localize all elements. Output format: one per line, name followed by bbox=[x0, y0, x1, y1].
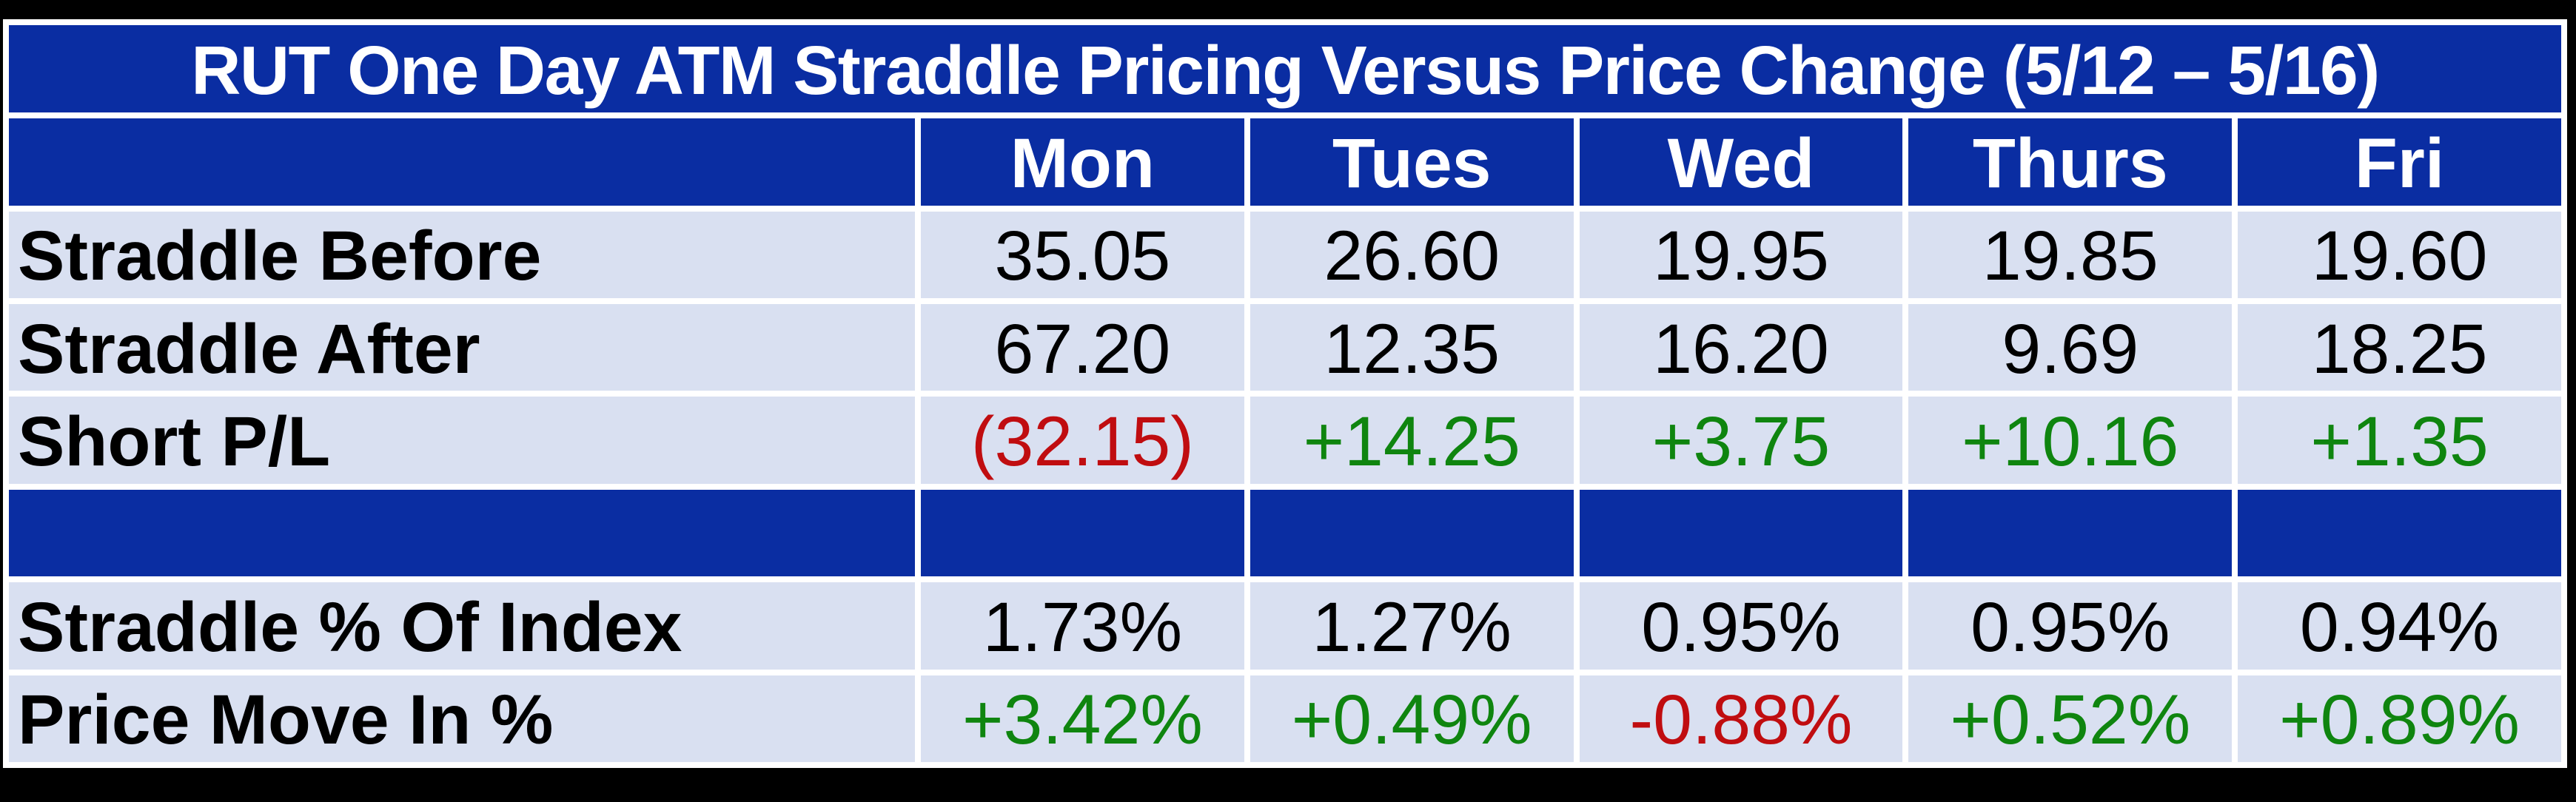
column-header-thurs: Thurs bbox=[1908, 118, 2233, 206]
value-cell: 19.60 bbox=[2238, 211, 2561, 299]
value-cell: 26.60 bbox=[1250, 211, 1574, 299]
value-cell: 12.35 bbox=[1250, 304, 1574, 391]
row-price-move-in-pct: Price Move In % +3.42% +0.49% -0.88% +0.… bbox=[9, 675, 2561, 762]
value-cell: -0.88% bbox=[1579, 675, 1903, 762]
spacer-cell bbox=[1250, 489, 1574, 577]
value-cell: +3.75 bbox=[1579, 397, 1903, 484]
row-short-pl: Short P/L (32.15) +14.25 +3.75 +10.16 +1… bbox=[9, 397, 2561, 484]
value-cell: 35.05 bbox=[921, 211, 1244, 299]
value-cell: 0.94% bbox=[2238, 582, 2561, 670]
row-label: Price Move In % bbox=[9, 675, 915, 762]
value-cell: +0.49% bbox=[1250, 675, 1574, 762]
row-label: Straddle Before bbox=[9, 211, 915, 299]
value-cell: +3.42% bbox=[921, 675, 1244, 762]
spacer-cell bbox=[921, 489, 1244, 577]
title-row: RUT One Day ATM Straddle Pricing Versus … bbox=[9, 25, 2561, 113]
column-header-fri: Fri bbox=[2238, 118, 2561, 206]
row-label: Straddle After bbox=[9, 304, 915, 391]
column-header-wed: Wed bbox=[1579, 118, 1903, 206]
straddle-table: RUT One Day ATM Straddle Pricing Versus … bbox=[3, 19, 2567, 768]
column-header-mon: Mon bbox=[921, 118, 1244, 206]
value-cell: +14.25 bbox=[1250, 397, 1574, 484]
value-cell: +0.52% bbox=[1908, 675, 2233, 762]
spacer-cell bbox=[2238, 489, 2561, 577]
value-cell: +0.89% bbox=[2238, 675, 2561, 762]
value-cell: 1.73% bbox=[921, 582, 1244, 670]
value-cell: 9.69 bbox=[1908, 304, 2233, 391]
day-header-row: Mon Tues Wed Thurs Fri bbox=[9, 118, 2561, 206]
value-cell: 1.27% bbox=[1250, 582, 1574, 670]
spacer-cell bbox=[1579, 489, 1903, 577]
row-label: Short P/L bbox=[9, 397, 915, 484]
value-cell: 19.85 bbox=[1908, 211, 2233, 299]
spacer-cell bbox=[9, 489, 915, 577]
corner-cell bbox=[9, 118, 915, 206]
value-cell: 16.20 bbox=[1579, 304, 1903, 391]
value-cell: 0.95% bbox=[1579, 582, 1903, 670]
row-straddle-pct-of-index: Straddle % Of Index 1.73% 1.27% 0.95% 0.… bbox=[9, 582, 2561, 670]
row-straddle-after: Straddle After 67.20 12.35 16.20 9.69 18… bbox=[9, 304, 2561, 391]
value-cell: +1.35 bbox=[2238, 397, 2561, 484]
spacer-row bbox=[9, 489, 2561, 577]
value-cell: +10.16 bbox=[1908, 397, 2233, 484]
row-straddle-before: Straddle Before 35.05 26.60 19.95 19.85 … bbox=[9, 211, 2561, 299]
value-cell: 0.95% bbox=[1908, 582, 2233, 670]
value-cell: 18.25 bbox=[2238, 304, 2561, 391]
table-title: RUT One Day ATM Straddle Pricing Versus … bbox=[9, 25, 2561, 113]
spacer-cell bbox=[1908, 489, 2233, 577]
straddle-pricing-table: RUT One Day ATM Straddle Pricing Versus … bbox=[3, 19, 2567, 768]
row-label: Straddle % Of Index bbox=[9, 582, 915, 670]
column-header-tues: Tues bbox=[1250, 118, 1574, 206]
value-cell: 19.95 bbox=[1579, 211, 1903, 299]
value-cell: (32.15) bbox=[921, 397, 1244, 484]
value-cell: 67.20 bbox=[921, 304, 1244, 391]
